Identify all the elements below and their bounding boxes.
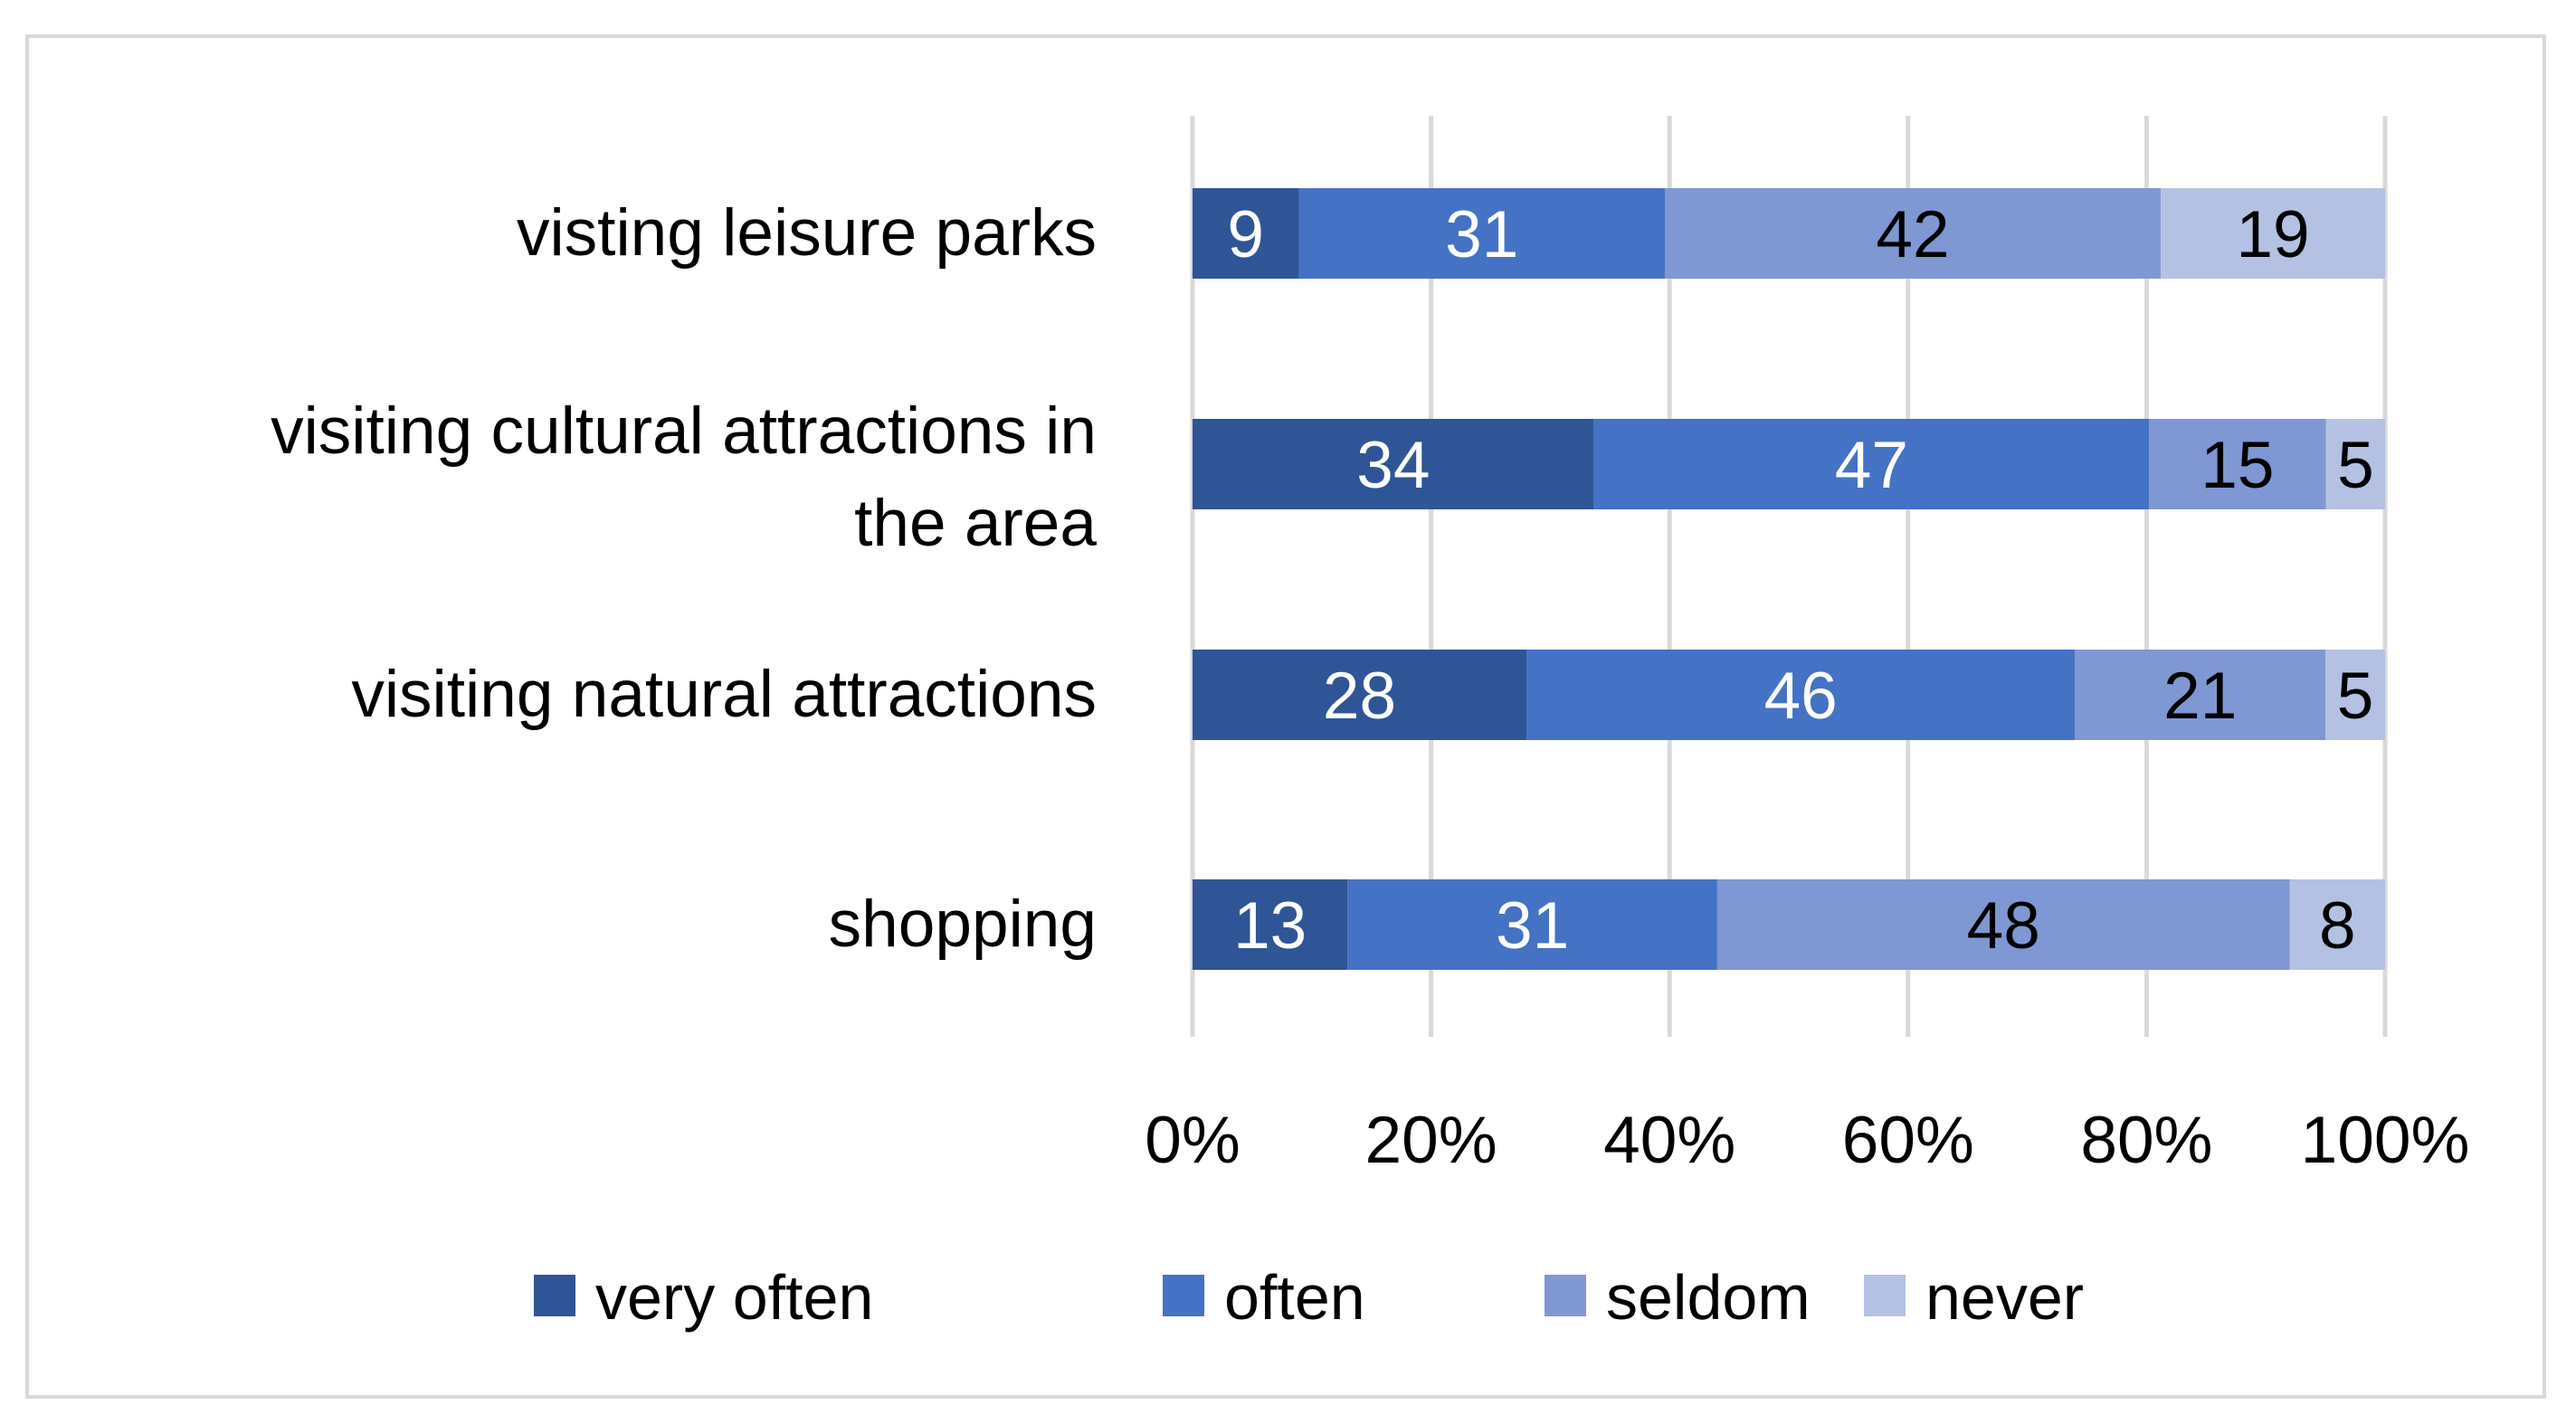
legend-label: very often [595,1262,873,1333]
bar-segment [1193,650,1527,740]
bar-segment [2075,650,2326,740]
x-axis-ticks: 0% 20% 40% 60% 80% 100% [1145,1104,2469,1177]
data-label: 42 [1876,198,1949,271]
x-tick-label: 0% [1145,1104,1240,1177]
data-label: 5 [2337,660,2374,733]
category-label: shopping [829,888,1097,961]
legend-label: often [1224,1262,1365,1333]
category-label: visiting natural attractions [351,658,1097,731]
legend-swatch [534,1275,575,1316]
category-label: visting leisure parks [517,196,1097,270]
x-tick-label: 80% [2080,1104,2212,1177]
bar-segment [2289,879,2385,970]
bar-segment [1347,879,1717,970]
legend-label: seldom [1606,1262,1811,1333]
x-tick-label: 100% [2301,1104,2470,1177]
data-label: 9 [1227,198,1264,271]
data-label: 34 [1356,429,1430,502]
data-label: 46 [1764,660,1838,733]
bar-segment [2325,650,2385,740]
bar-segment [2161,188,2385,279]
bar-segment [1526,650,2076,740]
data-label: 5 [2337,429,2374,502]
legend: very often often seldom never [534,1262,2084,1333]
bar-segment [1298,188,1665,279]
bar-segment [1593,419,2150,509]
category-label: the area [854,487,1097,560]
data-label: 28 [1323,660,1396,733]
data-label: 8 [2319,889,2356,963]
data-label: 21 [2163,660,2237,733]
data-label: 19 [2236,198,2309,271]
bar-segment [1193,419,1594,509]
bar-segment [1193,188,1299,279]
data-label: 15 [2201,429,2274,502]
legend-swatch [1545,1275,1586,1316]
data-label: 47 [1835,429,1908,502]
bars: 9 31 42 19 34 47 15 5 28 46 21 5 13 31 48 8 [1193,188,2385,970]
legend-label: never [1925,1262,2084,1333]
bar-segment [1193,879,1348,970]
bar-segment [2149,419,2326,509]
bar-segment [1716,879,2290,970]
x-tick-label: 20% [1365,1104,1497,1177]
category-labels: visting leisure parks visiting cultural a… [271,196,1097,961]
data-label: 13 [1233,889,1307,963]
legend-swatch [1864,1275,1906,1316]
bar-segment [1664,188,2162,279]
data-label: 48 [1967,889,2040,963]
x-tick-label: 40% [1603,1104,1735,1177]
bar-segment [2325,419,2385,509]
x-tick-label: 60% [1842,1104,1974,1177]
category-label: visiting cultural attractions in [271,394,1097,468]
data-label: 31 [1496,889,1569,963]
data-label: 31 [1445,198,1518,271]
legend-swatch [1163,1275,1204,1316]
